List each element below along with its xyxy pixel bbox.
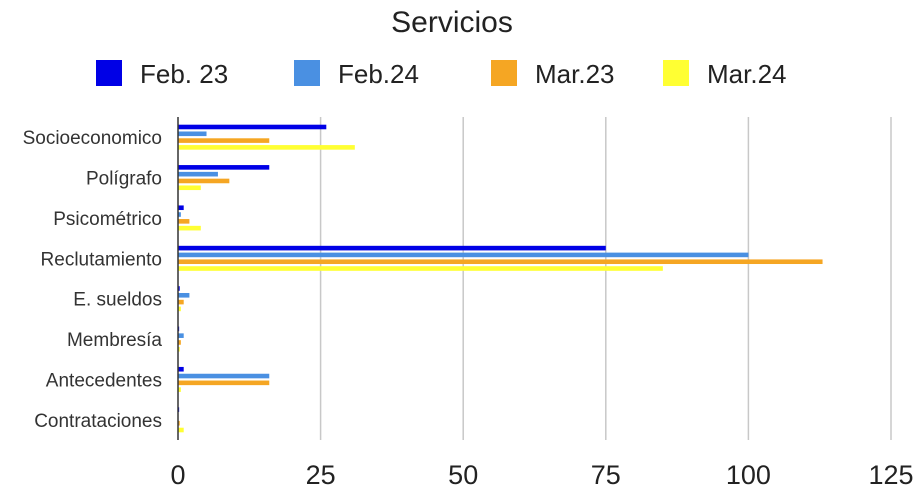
legend-label-feb-23: Feb. 23 xyxy=(140,59,228,89)
legend-item-feb-23: Feb. 23 xyxy=(96,59,228,89)
bar-poligrafo-mar-23 xyxy=(178,178,230,184)
chart-title: Servicios xyxy=(391,6,513,39)
gridlines xyxy=(319,117,892,440)
x-tick-label-125: 125 xyxy=(868,460,913,490)
bar-socioeconomico-mar-24 xyxy=(178,145,355,150)
bar-membresia-mar-23 xyxy=(178,340,181,345)
legend: Feb. 23 Feb.24 Mar.23 Mar.24 xyxy=(96,59,787,89)
category-label-membresia: Membresía xyxy=(67,330,162,351)
bar-psicometrico-mar-23 xyxy=(178,219,190,224)
category-label-antecedentes: Antecedentes xyxy=(46,370,162,391)
legend-item-feb-24: Feb.24 xyxy=(294,59,419,89)
bar-psicometrico-feb-23 xyxy=(178,205,184,211)
bar-poligrafo-feb-24 xyxy=(178,171,218,177)
x-tick-label-75: 75 xyxy=(591,460,621,490)
bar-poligrafo-feb-23 xyxy=(178,165,270,170)
x-tick-label-25: 25 xyxy=(306,460,336,490)
x-tick-label-50: 50 xyxy=(448,460,478,490)
legend-label-feb-24: Feb.24 xyxy=(338,59,419,89)
bar-e-sueldos-feb-24 xyxy=(178,292,190,298)
x-tick-label-100: 100 xyxy=(726,460,771,490)
legend-swatch-feb-24 xyxy=(294,60,320,86)
bar-antecedentes-mar-23 xyxy=(178,380,270,386)
category-label-reclutamiento: Reclutamiento xyxy=(41,249,162,270)
bar-reclutamiento-mar-23 xyxy=(178,259,823,265)
bar-e-sueldos-mar-23 xyxy=(178,299,184,305)
bar-e-sueldos-mar-24 xyxy=(178,306,181,312)
bar-contrataciones-mar-23 xyxy=(178,420,180,426)
bar-socioeconomico-feb-23 xyxy=(178,124,327,130)
legend-item-mar-23: Mar.23 xyxy=(491,59,615,89)
bar-socioeconomico-mar-23 xyxy=(178,138,270,143)
legend-swatch-mar-24 xyxy=(663,60,689,86)
category-label-e-sueldos: E. sueldos xyxy=(73,290,162,311)
legend-label-mar-23: Mar.23 xyxy=(535,59,615,89)
legend-swatch-feb-23 xyxy=(96,60,122,86)
bar-socioeconomico-feb-24 xyxy=(178,131,207,137)
bar-antecedentes-feb-24 xyxy=(178,373,270,379)
bar-reclutamiento-mar-24 xyxy=(178,266,663,271)
bar-antecedentes-feb-23 xyxy=(178,366,184,372)
bar-reclutamiento-feb-23 xyxy=(178,245,606,251)
bar-antecedentes-mar-24 xyxy=(178,387,181,392)
legend-label-mar-24: Mar.24 xyxy=(707,59,787,89)
category-label-psicometrico: Psicométrico xyxy=(53,209,162,230)
category-label-poligrafo: Polígrafo xyxy=(86,169,162,190)
bar-psicometrico-feb-24 xyxy=(178,212,181,217)
x-tick-labels: 0 25 50 75 100 125 xyxy=(170,460,913,490)
bar-contrataciones-mar-24 xyxy=(178,427,184,433)
bar-reclutamiento-feb-24 xyxy=(178,252,749,258)
bars xyxy=(178,124,823,433)
bar-e-sueldos-feb-23 xyxy=(178,286,180,291)
bar-membresia-mar-24 xyxy=(178,346,180,352)
bar-psicometrico-mar-24 xyxy=(178,225,201,231)
category-label-contrataciones: Contrataciones xyxy=(34,411,162,432)
category-labels: Socioeconomico Polígrafo Psicométrico Reclu… xyxy=(23,128,163,432)
bar-poligrafo-mar-24 xyxy=(178,185,201,191)
bar-membresia-feb-24 xyxy=(178,333,184,338)
category-label-socioeconomico: Socioeconomico xyxy=(23,128,162,149)
x-tick-label-0: 0 xyxy=(170,460,185,490)
legend-swatch-mar-23 xyxy=(491,60,517,86)
legend-item-mar-24: Mar.24 xyxy=(663,59,787,89)
